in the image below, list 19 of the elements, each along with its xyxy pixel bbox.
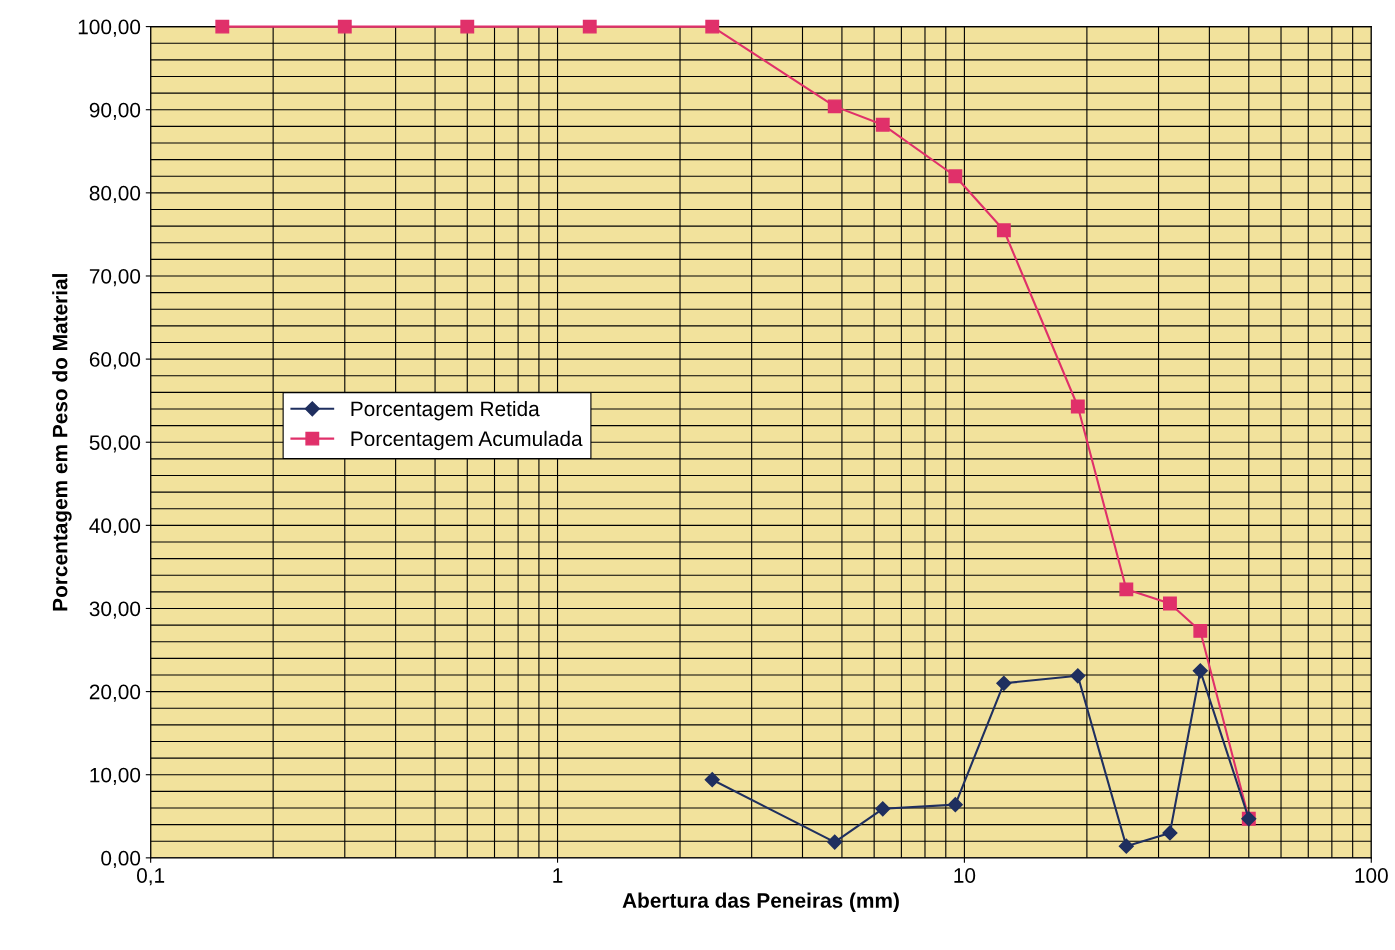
y-tick-label: 10,00: [90, 767, 141, 785]
x-tick-label: 100: [1355, 868, 1388, 883]
y-tick-label: 50,00: [89, 435, 141, 453]
x-axis-title: Abertura das Peneiras (mm): [622, 892, 899, 912]
y-tick-label: 30,00: [89, 601, 141, 619]
y-tick-label: 20,00: [89, 684, 141, 702]
x-tick-label: 0,1: [136, 868, 165, 886]
legend-label: Porcentagem Retida: [351, 400, 540, 421]
y-tick-label: 80,00: [89, 185, 141, 204]
y-tick-label: 70,00: [89, 268, 141, 287]
y-tick-label: 0,00: [101, 850, 141, 869]
y-tick-label: 90,00: [89, 102, 141, 120]
x-tick-label: 10: [954, 868, 976, 883]
y-axis-title: Porcentagem em Peso do Material: [52, 274, 72, 611]
y-tick-label: 100,00: [78, 19, 141, 37]
legend-label: Porcentagem Acumulada: [351, 430, 583, 451]
y-tick-label: 40,00: [89, 518, 141, 536]
x-tick-label: 1: [553, 868, 563, 883]
y-tick-label: 60,00: [89, 352, 141, 370]
